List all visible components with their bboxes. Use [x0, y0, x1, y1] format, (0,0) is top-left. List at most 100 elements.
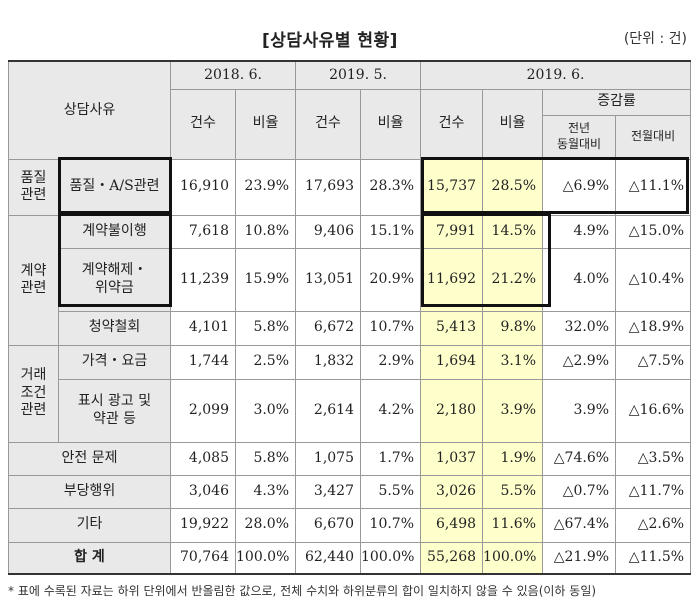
cell-ratio-2018: 15.9%	[234, 247, 297, 312]
header-count: 건수	[170, 88, 236, 160]
cell-yoy: △67.4%	[542, 507, 617, 543]
cell-ratio-2018: 23.9%	[234, 158, 297, 216]
cell-ratio-2019-06: 5.5%	[482, 474, 544, 509]
cell-ratio-2019-05: 2.9%	[360, 344, 422, 380]
cell-ratio-2018: 5.8%	[234, 310, 297, 346]
cell-count-2018: 2,099	[170, 378, 236, 443]
cell-mom: △7.5%	[615, 344, 692, 380]
cell-ratio-2019-05: 15.1%	[360, 214, 422, 249]
cell-ratio-2019-05: 10.7%	[360, 310, 422, 346]
row-label: 계약해제・ 위약금	[58, 247, 171, 312]
cell-count-2019-06: 3,026	[420, 474, 484, 509]
row-label: 표시 광고 및 약관 등	[58, 378, 171, 443]
cell-count-2019-05: 13,051	[295, 247, 362, 312]
cell-count-2019-06: 1,037	[420, 441, 484, 476]
cell-ratio-2018: 3.0%	[234, 378, 297, 443]
cell-count-2018: 3,046	[170, 474, 236, 509]
header-period-2018-06: 2018. 6.	[169, 60, 297, 90]
cell-yoy: △0.7%	[542, 474, 617, 509]
total-label: 합 계	[8, 541, 171, 575]
cell-ratio-2019-05: 1.7%	[360, 441, 422, 476]
cell-mom: △10.4%	[615, 247, 692, 312]
row-label: 가격・요금	[58, 344, 171, 380]
cell-count-2019-06: 1,694	[420, 344, 484, 380]
cell-count-2019-06: 15,737	[420, 158, 484, 216]
cell-count-2019-05: 62,440	[295, 541, 362, 575]
cell-yoy: △74.6%	[542, 441, 617, 476]
cell-yoy: 32.0%	[542, 310, 617, 346]
header-ratio: 비율	[482, 88, 544, 160]
cell-count-2019-05: 9,406	[295, 214, 362, 249]
header-period-2019-06: 2019. 6.	[420, 60, 692, 90]
cell-count-2019-05: 3,427	[295, 474, 362, 509]
header-mom: 전월대비	[615, 114, 692, 160]
cell-ratio-2019-06: 21.2%	[482, 247, 544, 312]
cell-count-2018: 70,764	[170, 541, 236, 575]
row-label: 청약철회	[58, 310, 171, 346]
header-change: 증감률	[542, 88, 692, 116]
cell-ratio-2019-06: 1.9%	[482, 441, 544, 476]
cell-mom: △11.5%	[615, 541, 692, 575]
cell-count-2018: 11,239	[170, 247, 236, 312]
cell-ratio-2018: 100.0%	[234, 541, 297, 575]
cell-ratio-2018: 2.5%	[234, 344, 297, 380]
header-ratio: 비율	[234, 88, 297, 160]
cell-count-2019-05: 1,075	[295, 441, 362, 476]
cell-count-2019-05: 6,672	[295, 310, 362, 346]
row-label: 안전 문제	[8, 441, 171, 476]
footnote: * 표에 수록된 자료는 하위 단위에서 반올림한 값으로, 전체 수치와 하위…	[8, 584, 597, 598]
cell-count-2018: 4,085	[170, 441, 236, 476]
cell-count-2019-06: 5,413	[420, 310, 484, 346]
cell-yoy: △2.9%	[542, 344, 617, 380]
cell-ratio-2019-06: 3.1%	[482, 344, 544, 380]
cell-ratio-2019-05: 5.5%	[360, 474, 422, 509]
cell-ratio-2019-05: 28.3%	[360, 158, 422, 216]
cell-yoy: 4.9%	[542, 214, 617, 249]
cell-ratio-2019-06: 28.5%	[482, 158, 544, 216]
cell-count-2018: 7,618	[170, 214, 236, 249]
cell-count-2018: 1,744	[170, 344, 236, 380]
header-count: 건수	[420, 88, 484, 160]
cell-yoy: △21.9%	[542, 541, 617, 575]
header-period-2019-05: 2019. 5.	[295, 60, 422, 90]
cell-ratio-2019-05: 10.7%	[360, 507, 422, 543]
cell-ratio-2019-06: 9.8%	[482, 310, 544, 346]
cell-ratio-2019-05: 4.2%	[360, 378, 422, 443]
cell-mom: △2.6%	[615, 507, 692, 543]
cell-mom: △11.7%	[615, 474, 692, 509]
cell-count-2018: 16,910	[170, 158, 236, 216]
cell-count-2019-06: 11,692	[420, 247, 484, 312]
group-quality: 품질 관련	[8, 158, 59, 216]
cell-count-2019-05: 1,832	[295, 344, 362, 380]
cell-ratio-2018: 10.8%	[234, 214, 297, 249]
cell-count-2019-05: 6,670	[295, 507, 362, 543]
cell-mom: △11.1%	[615, 158, 692, 216]
row-label: 부당행위	[8, 474, 171, 509]
cell-yoy: △6.9%	[542, 158, 617, 216]
table-title: [상담사유별 현황]	[262, 31, 398, 51]
row-label: 품질・A/S관련	[58, 158, 171, 216]
consultation-reason-table: 상담사유 2018. 6. 2019. 5. 2019. 6. 건수 비율 건수…	[8, 60, 692, 575]
cell-mom: △16.6%	[615, 378, 692, 443]
header-reason: 상담사유	[8, 60, 171, 160]
header-count: 건수	[295, 88, 362, 160]
cell-ratio-2018: 28.0%	[234, 507, 297, 543]
cell-ratio-2019-05: 100.0%	[360, 541, 422, 575]
cell-ratio-2019-06: 100.0%	[482, 541, 544, 575]
cell-count-2018: 19,922	[170, 507, 236, 543]
header-yoy: 전년 동월대비	[542, 114, 617, 160]
cell-yoy: 3.9%	[542, 378, 617, 443]
row-label: 기타	[8, 507, 171, 543]
cell-count-2019-06: 55,268	[420, 541, 484, 575]
cell-yoy: 4.0%	[542, 247, 617, 312]
cell-ratio-2018: 4.3%	[234, 474, 297, 509]
cell-ratio-2018: 5.8%	[234, 441, 297, 476]
cell-count-2019-05: 2,614	[295, 378, 362, 443]
cell-ratio-2019-05: 20.9%	[360, 247, 422, 312]
row-label: 계약불이행	[58, 214, 171, 249]
cell-ratio-2019-06: 3.9%	[482, 378, 544, 443]
cell-mom: △15.0%	[615, 214, 692, 249]
header-ratio: 비율	[360, 88, 422, 160]
cell-count-2019-05: 17,693	[295, 158, 362, 216]
cell-count-2019-06: 2,180	[420, 378, 484, 443]
